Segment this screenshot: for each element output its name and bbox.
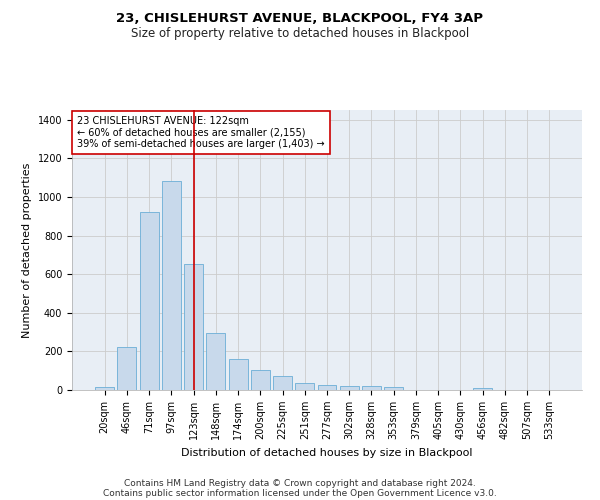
Text: Size of property relative to detached houses in Blackpool: Size of property relative to detached ho… <box>131 28 469 40</box>
Bar <box>118 346 136 390</box>
Bar <box>295 382 314 390</box>
Text: Contains public sector information licensed under the Open Government Licence v3: Contains public sector information licen… <box>103 488 497 498</box>
Bar <box>317 385 337 390</box>
Bar <box>362 386 381 390</box>
Text: 23, CHISLEHURST AVENUE, BLACKPOOL, FY4 3AP: 23, CHISLEHURST AVENUE, BLACKPOOL, FY4 3… <box>116 12 484 26</box>
Y-axis label: Number of detached properties: Number of detached properties <box>22 162 32 338</box>
Bar <box>473 388 492 390</box>
Bar <box>273 376 292 390</box>
Bar <box>229 359 248 390</box>
Bar <box>184 264 203 390</box>
Bar <box>206 333 225 390</box>
Bar <box>340 386 359 390</box>
Bar <box>251 370 270 390</box>
Bar <box>95 387 114 390</box>
Text: Contains HM Land Registry data © Crown copyright and database right 2024.: Contains HM Land Registry data © Crown c… <box>124 478 476 488</box>
Bar <box>140 212 158 390</box>
X-axis label: Distribution of detached houses by size in Blackpool: Distribution of detached houses by size … <box>181 448 473 458</box>
Bar <box>162 182 181 390</box>
Text: 23 CHISLEHURST AVENUE: 122sqm
← 60% of detached houses are smaller (2,155)
39% o: 23 CHISLEHURST AVENUE: 122sqm ← 60% of d… <box>77 116 325 149</box>
Bar <box>384 387 403 390</box>
